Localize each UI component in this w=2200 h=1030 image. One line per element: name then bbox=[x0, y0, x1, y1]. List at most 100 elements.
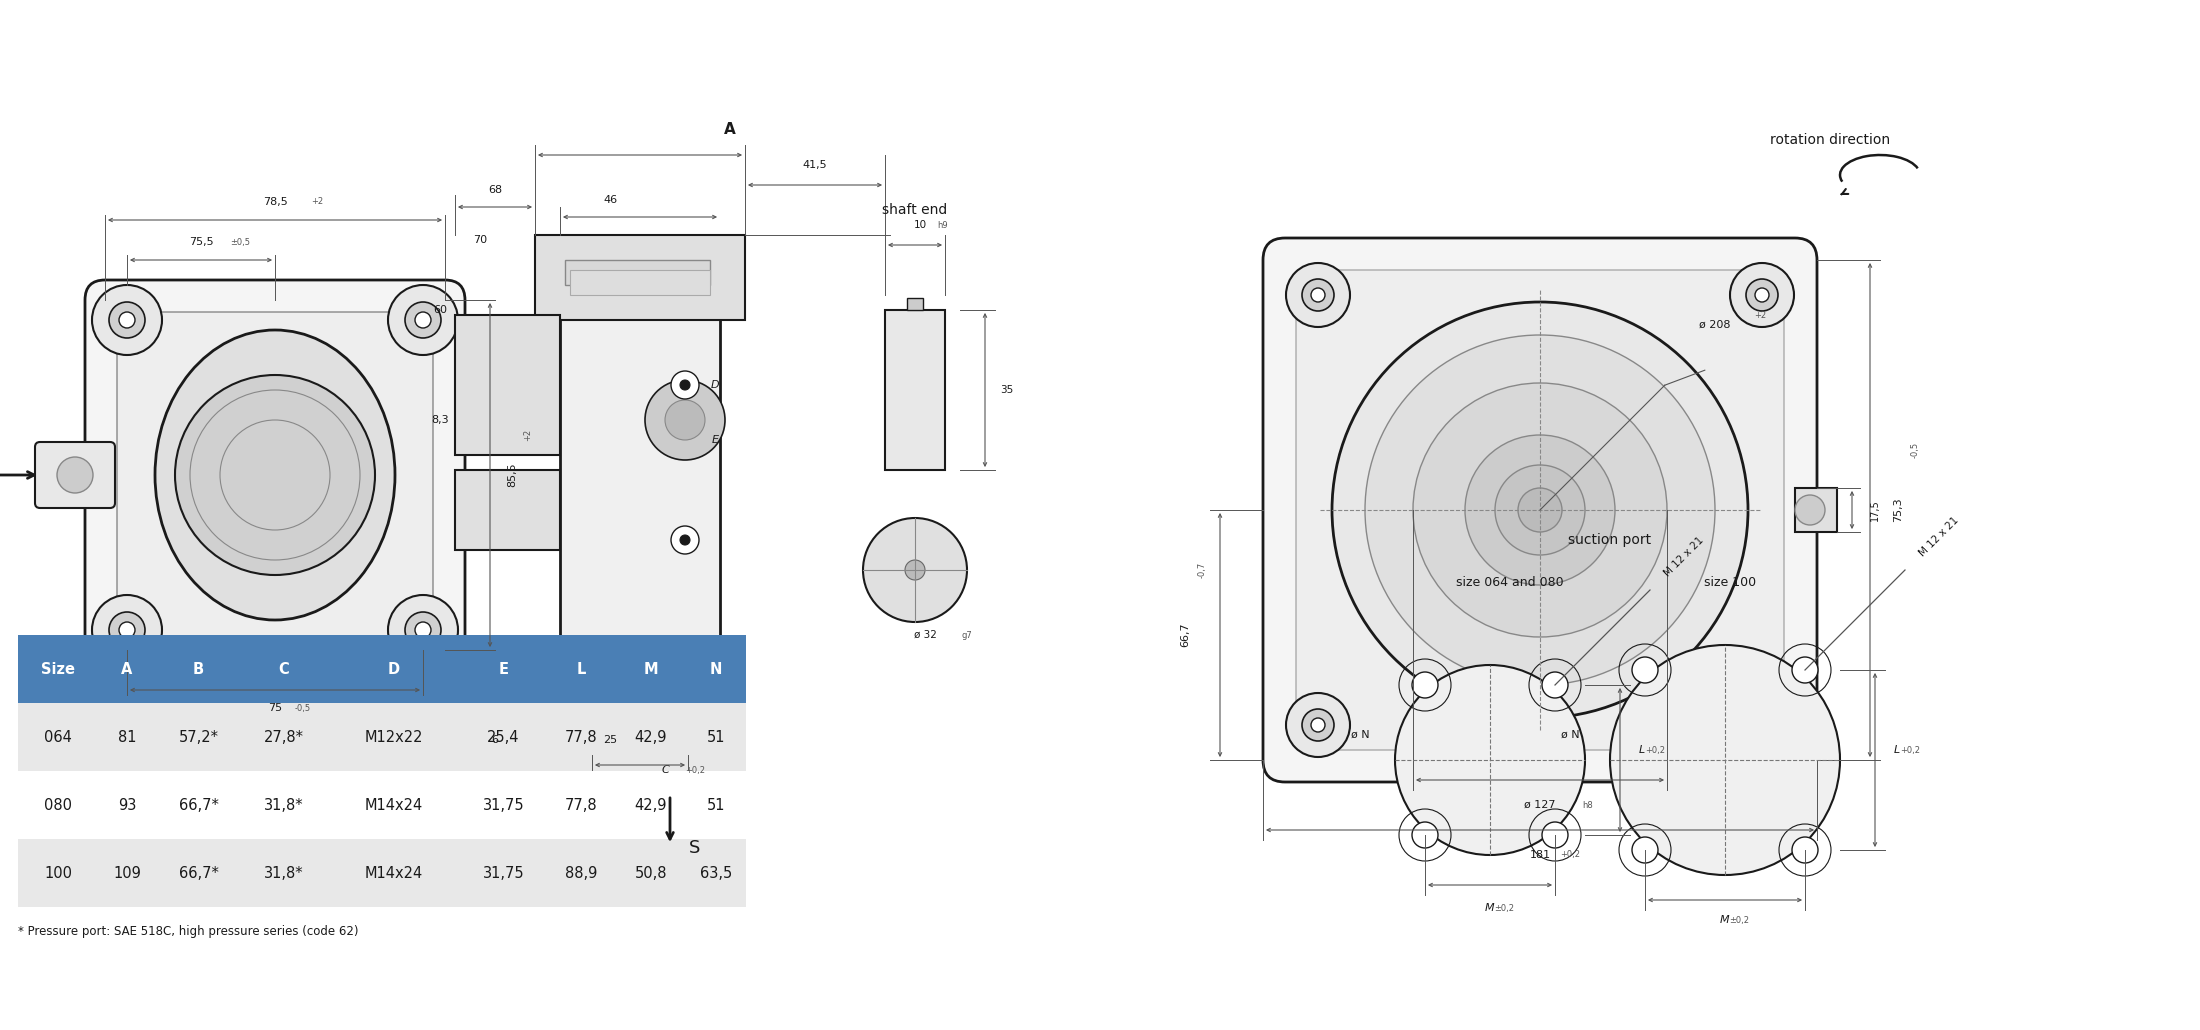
Circle shape bbox=[1756, 288, 1769, 302]
Circle shape bbox=[1518, 488, 1562, 533]
Text: 88,9: 88,9 bbox=[565, 865, 596, 881]
Text: 75,5: 75,5 bbox=[189, 237, 213, 247]
Bar bbox=[18, 636, 99, 703]
Text: 109: 109 bbox=[112, 865, 141, 881]
Bar bbox=[884, 310, 946, 470]
Circle shape bbox=[1412, 822, 1439, 848]
Bar bbox=[455, 315, 561, 455]
Circle shape bbox=[1311, 718, 1324, 732]
FancyBboxPatch shape bbox=[1296, 270, 1784, 750]
Text: 75,3: 75,3 bbox=[1892, 497, 1903, 522]
Text: 51: 51 bbox=[706, 797, 726, 813]
FancyBboxPatch shape bbox=[1263, 238, 1817, 782]
Text: 50,8: 50,8 bbox=[636, 865, 667, 881]
Text: 75: 75 bbox=[268, 703, 282, 713]
Circle shape bbox=[1287, 693, 1351, 757]
Text: Size: Size bbox=[42, 661, 75, 677]
Bar bbox=[616, 771, 686, 839]
Bar bbox=[242, 703, 326, 771]
Bar bbox=[156, 636, 242, 703]
Text: 064: 064 bbox=[44, 729, 73, 745]
Bar bbox=[592, 717, 689, 755]
Bar bbox=[99, 636, 156, 703]
Text: 8,3: 8,3 bbox=[431, 415, 449, 425]
Bar bbox=[18, 771, 99, 839]
Bar bbox=[570, 685, 711, 720]
Text: 77,8: 77,8 bbox=[565, 797, 598, 813]
Text: M: M bbox=[645, 661, 658, 677]
Text: C: C bbox=[662, 765, 669, 775]
Text: h8: h8 bbox=[1582, 800, 1593, 810]
Circle shape bbox=[110, 612, 145, 648]
Bar bbox=[1795, 488, 1837, 533]
Circle shape bbox=[387, 595, 458, 665]
Text: 35: 35 bbox=[1001, 385, 1014, 394]
Text: +2: +2 bbox=[524, 428, 532, 441]
Text: +0,2: +0,2 bbox=[1560, 851, 1580, 859]
Text: 6: 6 bbox=[491, 735, 499, 745]
Bar bbox=[686, 636, 746, 703]
FancyBboxPatch shape bbox=[35, 442, 114, 508]
Text: 25,4: 25,4 bbox=[486, 729, 519, 745]
Circle shape bbox=[671, 526, 700, 554]
Text: E: E bbox=[499, 661, 508, 677]
Text: 100: 100 bbox=[44, 865, 73, 881]
Bar bbox=[326, 839, 462, 907]
Circle shape bbox=[1412, 672, 1439, 698]
Circle shape bbox=[176, 375, 374, 575]
Circle shape bbox=[1729, 693, 1793, 757]
Text: 93: 93 bbox=[119, 797, 136, 813]
Text: +0,2: +0,2 bbox=[684, 765, 704, 775]
Text: ø 208: ø 208 bbox=[1698, 320, 1731, 330]
Text: +0,2: +0,2 bbox=[1646, 746, 1665, 755]
Text: 42,9: 42,9 bbox=[636, 729, 667, 745]
Text: 31,75: 31,75 bbox=[482, 865, 524, 881]
Circle shape bbox=[680, 380, 691, 390]
Circle shape bbox=[1412, 383, 1668, 637]
Circle shape bbox=[1395, 665, 1584, 855]
Bar bbox=[616, 839, 686, 907]
Bar bbox=[546, 771, 616, 839]
Text: 51: 51 bbox=[706, 729, 726, 745]
Circle shape bbox=[1795, 495, 1826, 525]
Bar bbox=[326, 703, 462, 771]
Text: M14x24: M14x24 bbox=[365, 865, 422, 881]
Bar bbox=[462, 771, 546, 839]
Text: 78,5: 78,5 bbox=[262, 197, 288, 207]
Circle shape bbox=[1496, 465, 1584, 555]
Text: g7: g7 bbox=[961, 630, 972, 640]
Text: +2: +2 bbox=[1753, 310, 1767, 319]
Text: 17,5: 17,5 bbox=[1870, 500, 1881, 521]
Text: 68: 68 bbox=[488, 185, 502, 195]
Bar bbox=[462, 839, 546, 907]
Text: D: D bbox=[711, 380, 719, 390]
Text: A: A bbox=[724, 123, 735, 137]
Bar bbox=[99, 839, 156, 907]
Text: 181: 181 bbox=[1529, 850, 1551, 860]
Circle shape bbox=[1729, 263, 1793, 327]
Text: +2: +2 bbox=[310, 198, 323, 206]
Text: -0,7: -0,7 bbox=[1197, 562, 1206, 578]
Circle shape bbox=[92, 285, 163, 355]
Text: ø N: ø N bbox=[1560, 730, 1580, 740]
Text: 31,75: 31,75 bbox=[482, 797, 524, 813]
Circle shape bbox=[1747, 709, 1778, 741]
Circle shape bbox=[1610, 645, 1839, 876]
Circle shape bbox=[1302, 279, 1333, 311]
Text: D: D bbox=[387, 661, 400, 677]
Text: A: A bbox=[121, 661, 132, 677]
Bar bbox=[570, 270, 711, 295]
Text: N: N bbox=[711, 661, 722, 677]
Text: M: M bbox=[1485, 903, 1494, 913]
Text: 66,7: 66,7 bbox=[1179, 623, 1190, 647]
Text: rotation direction: rotation direction bbox=[1771, 133, 1890, 147]
Circle shape bbox=[1364, 335, 1716, 685]
Bar bbox=[546, 839, 616, 907]
Text: 31,8*: 31,8* bbox=[264, 865, 304, 881]
Text: ±0,5: ±0,5 bbox=[231, 238, 251, 246]
Bar bbox=[616, 703, 686, 771]
Circle shape bbox=[1302, 709, 1333, 741]
Circle shape bbox=[1793, 657, 1817, 683]
Text: 70: 70 bbox=[473, 235, 486, 245]
Circle shape bbox=[1747, 279, 1778, 311]
